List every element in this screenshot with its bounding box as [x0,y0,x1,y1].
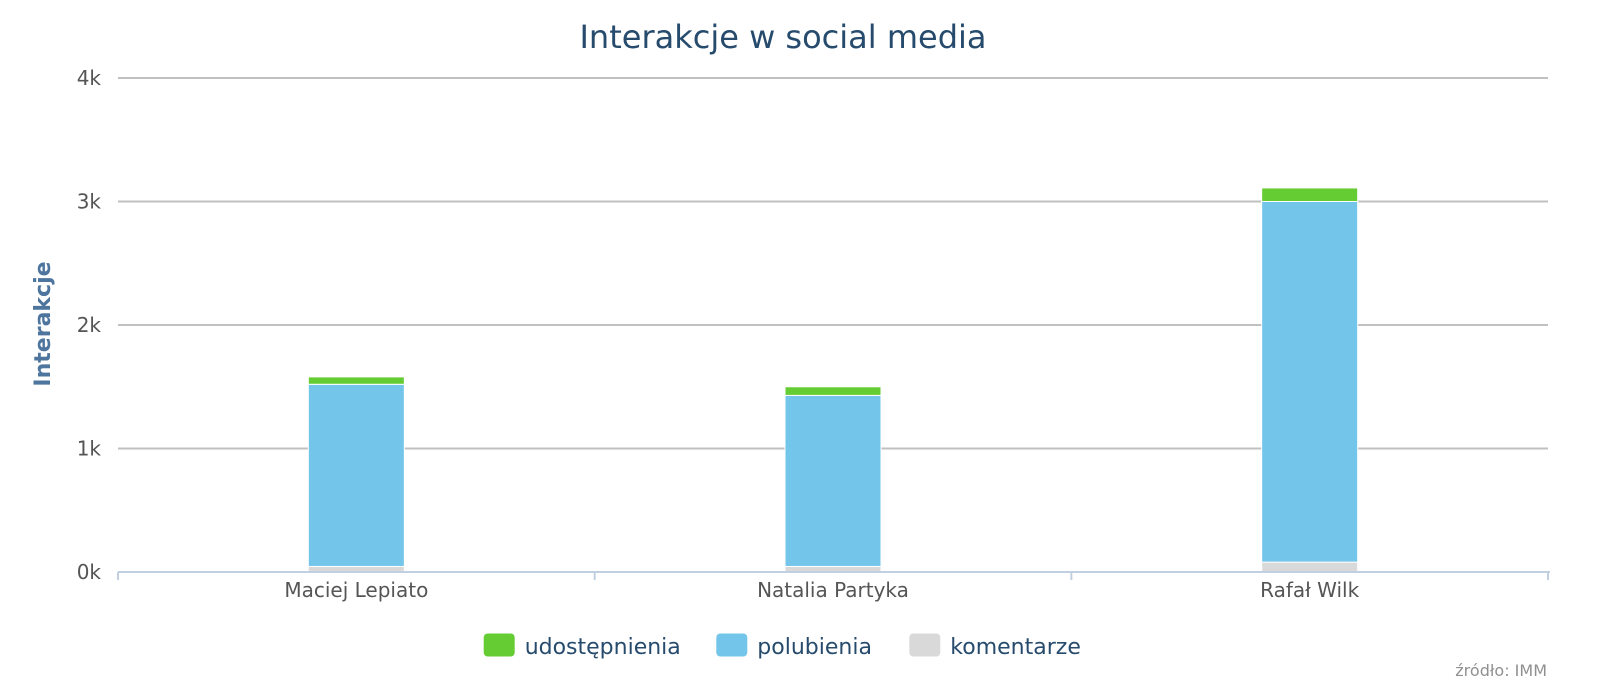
x-axis: Maciej Lepiato Natalia Partyka Rafał Wilk [117,571,1550,602]
bar-polubienia[interactable] [784,394,882,567]
bar-udostępnienia[interactable] [784,386,882,396]
chart-title: Interakcje w social media [579,18,986,56]
legend-item-udostępnienia[interactable]: udostępnienia [483,633,681,661]
legend-swatch [483,633,515,657]
legend-label: udostępnienia [525,635,681,660]
bar-udostępnienia[interactable] [307,376,405,385]
x-tick-label: Rafał Wilk [1260,578,1360,602]
y-tick-label: 3k [77,190,102,214]
bar-udostępnienia[interactable] [1261,187,1359,202]
legend-item-polubienia[interactable]: polubienia [716,633,872,661]
y-tick-label: 2k [77,313,102,337]
legend-label: komentarze [950,635,1081,660]
bars [307,187,1359,573]
x-tick-label: Natalia Partyka [757,578,909,602]
y-axis-ticks: 0k 1k 2k 3k 4k [77,66,102,584]
bar-polubienia[interactable] [307,383,405,567]
y-tick-label: 1k [77,437,102,461]
legend[interactable]: udostępnienia polubienia komentarze [483,633,1081,661]
bar-polubienia[interactable] [1261,201,1359,563]
y-tick-label: 4k [77,66,102,90]
legend-swatch [716,633,748,657]
legend-item-komentarze[interactable]: komentarze [909,633,1081,661]
y-axis-label: Interakcje [31,261,56,386]
credit-text[interactable]: źródło: IMM [1455,661,1547,680]
legend-label: polubienia [757,635,872,660]
legend-swatch [909,633,941,657]
bar-komentarze[interactable] [1261,561,1359,573]
y-tick-label: 0k [77,560,102,584]
x-tick-label: Maciej Lepiato [284,578,428,602]
